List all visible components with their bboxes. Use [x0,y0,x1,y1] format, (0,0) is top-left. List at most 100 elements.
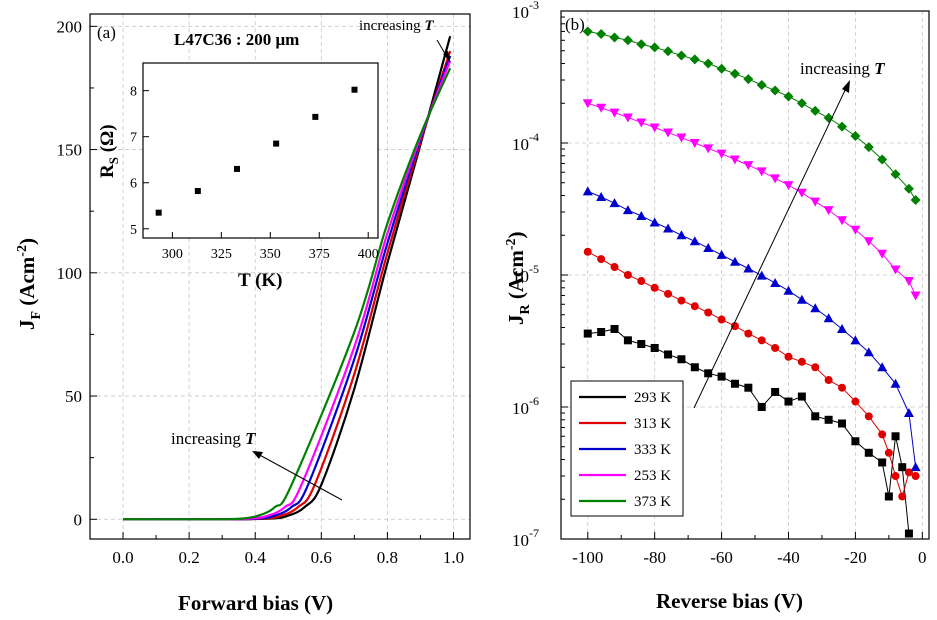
panel-a-ytick-label: 0 [74,510,83,529]
data-point [649,123,660,133]
data-point [610,262,619,271]
data-point [890,265,901,275]
data-point [622,35,633,46]
inset-xtick-label: 375 [309,247,330,262]
inset-xtick-label: 400 [358,247,379,262]
data-point [636,210,647,220]
data-point [891,432,900,441]
data-point [770,277,781,287]
data-point [664,350,673,359]
data-point [837,121,848,132]
data-point [797,357,806,366]
data-point [583,329,592,338]
inset-data-point [155,209,162,216]
data-point [704,308,713,317]
data-point [910,291,921,301]
panel-b-xtick-label: -100 [572,548,603,567]
data-point [838,383,847,392]
data-point [851,437,860,446]
data-point [582,99,593,109]
data-point [743,74,754,85]
data-point [771,343,780,352]
panel-b-xtick-label: -80 [643,548,666,567]
data-point [838,419,847,428]
data-point [676,133,687,143]
data-point [730,322,739,331]
data-point [582,26,593,37]
data-point [837,216,848,226]
data-point [690,302,699,311]
annotation-high-arrowhead [443,51,450,62]
panel-b-ytick-label: 10-4 [512,130,539,154]
data-point [716,149,727,159]
data-point [663,128,674,138]
panel-a-xtick-label: 0.4 [245,548,267,567]
data-point [811,363,820,372]
data-point [783,181,794,191]
inset-ytick-label: 8 [130,85,137,100]
data-point [703,144,714,154]
data-point [689,54,700,65]
panel-b-ylabel: JR (Acm-2) [504,231,533,325]
data-point [663,46,674,57]
data-point [864,412,873,421]
data-point [823,206,834,216]
inset-data-point [273,140,280,147]
sample-label: L47C36 : 200 μm [174,30,299,49]
data-point [597,327,606,336]
panel-b-xtick-label: -40 [777,548,800,567]
data-point [623,271,632,279]
data-point [756,167,767,177]
panel-a-xtick-label: 0.2 [179,548,200,567]
inset-ytick-label: 6 [130,177,137,192]
data-point [756,270,767,280]
inset-data-point [351,86,358,93]
data-point [703,58,714,69]
data-point [784,352,793,361]
data-point [623,336,632,345]
panel-b-ytick-label: 10-3 [512,0,539,22]
data-point [904,468,913,477]
data-point [877,249,888,259]
data-point [783,91,794,102]
panel-b-series [582,26,921,538]
data-point [824,415,833,424]
inset-xtick-label: 350 [260,247,281,262]
data-point [878,458,887,467]
inset-xtick-label: 325 [211,247,232,262]
data-point [863,237,874,247]
data-point [650,343,659,352]
panel-b-series-line [587,30,917,201]
data-point [863,347,874,357]
data-point [878,430,887,439]
data-point [757,403,766,411]
data-point [850,335,861,345]
data-point [877,154,888,165]
panel-b-arrow [693,83,849,409]
data-point [597,255,606,264]
annotation-low-arrow [255,452,343,501]
data-point [610,324,619,333]
inset-ytick-label: 7 [130,131,137,146]
data-point [583,247,592,256]
panel-a-ytick-label: 150 [57,141,83,160]
data-point [717,372,726,381]
inset-points [155,86,358,216]
panel-a: 0.0 0.2 0.4 0.6 0.8 1.0 0 50 100 150 200 (a) L47C3… [15,13,471,615]
data-point [910,194,921,205]
panel-b-label: (b) [565,15,585,34]
data-point [717,315,726,324]
inset-xlabel: T (K) [238,270,283,291]
inset-data-point [234,165,240,172]
annotation-low: increasing T [171,429,256,448]
panel-b-series-line [587,102,917,296]
data-point [622,113,633,123]
data-point [582,186,593,196]
data-point [797,392,806,401]
inset-frame [142,62,379,239]
inset-background [143,63,378,238]
data-point [689,139,700,148]
data-point [824,376,833,385]
data-point [677,296,686,305]
data-point [911,472,920,481]
